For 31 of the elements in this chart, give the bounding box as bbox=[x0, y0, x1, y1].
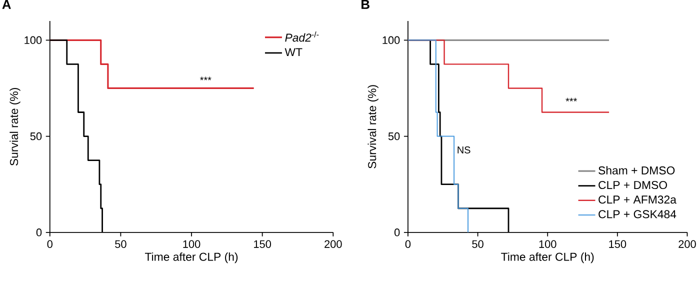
annotation: *** bbox=[200, 76, 212, 80]
legend-label: CLP + DMSO bbox=[598, 180, 668, 189]
y-tick-label: 0 bbox=[394, 228, 400, 236]
x-tick-label: 150 bbox=[609, 240, 626, 248]
legend-label: Sham + DMSO bbox=[598, 166, 675, 174]
x-axis-title: Time after CLP (h) bbox=[144, 252, 238, 263]
x-tick-label: 200 bbox=[678, 240, 696, 248]
legend-label: CLP + GSK484 bbox=[598, 210, 676, 218]
legend-label: Pad2$^{-/-}$ bbox=[285, 31, 319, 42]
x-tick-label: 100 bbox=[183, 240, 200, 248]
legend-label: CLP + AFM32a bbox=[598, 195, 676, 204]
x-tick-label: 50 bbox=[115, 240, 126, 248]
x-axis-title: Time after CLP (h) bbox=[501, 252, 594, 263]
y-axis-title: Survival rate (%) bbox=[368, 85, 378, 168]
x-tick-label: 0 bbox=[47, 240, 52, 248]
annotation: NS bbox=[458, 146, 470, 154]
x-tick-label: 150 bbox=[254, 240, 272, 248]
legend-label: WT bbox=[284, 48, 302, 56]
x-tick-label: 50 bbox=[472, 240, 484, 248]
y-axis-title: Survial rate (%) bbox=[10, 88, 20, 166]
y-tick-label: 0 bbox=[36, 228, 42, 236]
x-tick-label: 100 bbox=[539, 240, 556, 248]
chart-title: A bbox=[2, 0, 11, 9]
annotation: *** bbox=[566, 98, 577, 102]
y-tick-label: 50 bbox=[30, 132, 42, 140]
y-tick-label: 50 bbox=[388, 132, 400, 140]
y-tick-label: 100 bbox=[24, 36, 42, 44]
x-tick-label: 0 bbox=[405, 240, 411, 248]
chart-title: B bbox=[362, 0, 370, 9]
x-tick-label: 200 bbox=[324, 240, 342, 248]
y-tick-label: 100 bbox=[382, 36, 400, 44]
